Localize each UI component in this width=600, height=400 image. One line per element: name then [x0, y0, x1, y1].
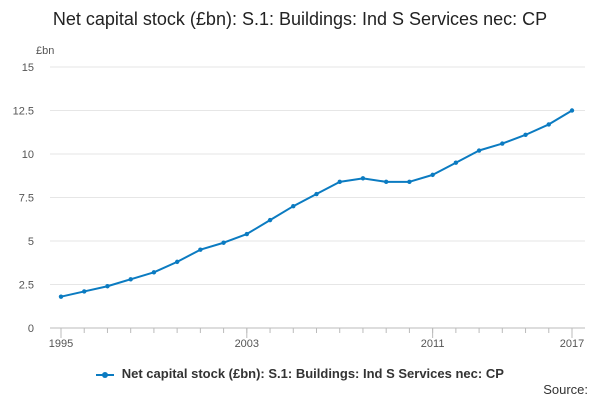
series-layer: [58, 108, 575, 299]
y-tick-label: 15: [22, 62, 34, 74]
data-point: [337, 179, 342, 185]
y-tick-label: 7.5: [19, 193, 34, 205]
data-point: [383, 179, 389, 185]
series-line: [60, 109, 573, 298]
data-point: [291, 204, 296, 209]
data-point: [105, 284, 110, 289]
legend-line-marker-icon: [96, 370, 115, 380]
data-point: [221, 240, 226, 245]
data-point: [198, 247, 203, 252]
data-point: [151, 270, 157, 275]
data-point: [174, 259, 180, 265]
y-axis-ticks: 0 2.5 5 7.5 10 12.5 15: [13, 62, 34, 335]
data-point: [244, 231, 250, 237]
y-tick-label: 10: [22, 149, 34, 161]
data-point: [360, 176, 366, 181]
data-point: [267, 217, 273, 223]
data-point: [500, 141, 505, 146]
data-point: [58, 294, 64, 299]
data-point: [82, 289, 87, 294]
data-point: [569, 108, 575, 113]
x-axis: 1995 2003 2011 2017: [49, 327, 585, 350]
x-tick-label: 2011: [421, 338, 445, 350]
legend[interactable]: Net capital stock (£bn): S.1: Buildings:…: [0, 366, 600, 381]
data-point: [453, 160, 459, 165]
source-label: Source:: [543, 382, 588, 397]
y-axis-unit-label: £bn: [36, 45, 55, 57]
data-point: [314, 191, 319, 197]
data-point: [407, 179, 412, 185]
data-point: [430, 172, 435, 178]
data-point: [128, 277, 133, 282]
y-tick-label: 2.5: [19, 280, 34, 292]
data-point: [523, 132, 528, 138]
x-tick-label: 2017: [560, 338, 584, 350]
chart-title: Net capital stock (£bn): S.1: Buildings:…: [52, 9, 548, 29]
y-tick-label: 0: [28, 323, 34, 335]
x-tick-label: 1995: [49, 338, 73, 350]
x-tick-label: 2003: [235, 338, 259, 350]
gridlines: [50, 66, 585, 285]
legend-label: Net capital stock (£bn): S.1: Buildings:…: [121, 366, 504, 381]
data-point: [476, 148, 482, 153]
y-tick-label: 12.5: [13, 106, 34, 118]
data-point: [546, 122, 551, 127]
y-tick-label: 5: [28, 236, 34, 248]
